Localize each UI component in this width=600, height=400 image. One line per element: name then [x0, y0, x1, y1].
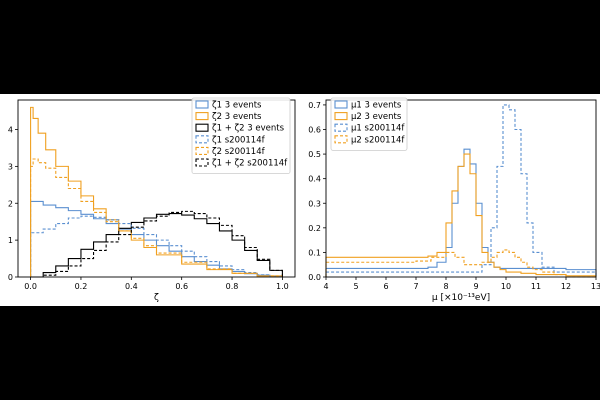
y-tick-label: 3: [8, 162, 13, 171]
x-tick-label: 12: [561, 282, 571, 291]
x-tick-label: 0.0: [24, 282, 37, 291]
x-tick-label: 0.2: [75, 282, 88, 291]
legend-box: [330, 97, 408, 151]
y-tick-label: 0.6: [308, 126, 321, 135]
legend-swatch-2: [195, 123, 209, 132]
series-line-1: [325, 153, 597, 277]
x-tick-label: 5: [353, 282, 358, 291]
series-line-5: [30, 210, 283, 278]
y-tick-label: 0.5: [308, 150, 321, 159]
series-line-3: [325, 249, 596, 278]
legend-swatch-5: [195, 158, 209, 167]
x-tick-label: 0.8: [226, 282, 239, 291]
y-tick-label: 0: [8, 273, 13, 282]
y-tick-label: 0.1: [308, 248, 321, 257]
y-tick-label: 4: [8, 126, 13, 135]
legend-swatch-3: [334, 135, 348, 144]
y-tick-label: 1: [8, 236, 13, 245]
x-tick-label: 13: [591, 282, 600, 291]
x-axis-label: μ [×10⁻¹³eV]: [432, 293, 490, 303]
y-tick-label: 0.2: [308, 224, 321, 233]
plot-frame: [325, 99, 597, 278]
legend-label-5: ζ1 + ζ2 s200114f: [212, 159, 288, 169]
x-tick-label: 7: [413, 282, 418, 291]
legend-swatch-1: [195, 112, 209, 121]
y-tick-label: 0.7: [308, 101, 321, 110]
legend-box: [191, 97, 291, 174]
figure-panel: 0.0 0.2 0.4 0.6 0.8 1.0 0 1 2 3 4 ζ ζ1 3 events ζ2 3 …: [0, 94, 600, 306]
legend-swatch-2: [334, 123, 348, 132]
x-tick-label: 10: [501, 282, 511, 291]
chart-mu-distribution: 4 5 6 7 8 9 10 11 12 13 0.0 0.1 0.2 0.3 0.4 0.5 0.6 0.7 μ …: [308, 97, 600, 303]
x-tick-label: 9: [473, 282, 478, 291]
legend-swatch-3: [195, 135, 209, 144]
x-tick-label: 4: [323, 282, 328, 291]
x-axis-label: ζ: [154, 293, 159, 303]
x-tick-label: 0.4: [125, 282, 138, 291]
legend-label-2: ζ1 + ζ2 3 events: [212, 124, 285, 134]
legend-swatch-0: [195, 100, 209, 109]
legend-label-3: ζ1 s200114f: [212, 135, 266, 145]
y-tick-label: 0.3: [308, 199, 321, 208]
legend-label-1: ζ2 3 events: [212, 112, 262, 122]
legend-swatch-1: [334, 112, 348, 121]
y-tick-label: 0.4: [308, 175, 321, 184]
x-tick-label: 0.6: [175, 282, 188, 291]
legend-label-0: ζ1 3 events: [212, 101, 262, 111]
y-tick-label: 2: [8, 199, 13, 208]
legend-label-0: μ1 3 events: [351, 101, 402, 111]
series-line-3: [30, 215, 283, 277]
legend-label-1: μ2 3 events: [351, 112, 402, 122]
x-tick-label: 6: [383, 282, 388, 291]
legend-label-2: μ1 s200114f: [351, 124, 405, 134]
legend-swatch-4: [195, 146, 209, 155]
plot-frame: [17, 99, 296, 278]
x-tick-label: 11: [531, 282, 541, 291]
series-line-4: [30, 158, 283, 277]
legend-swatch-0: [334, 100, 348, 109]
y-tick-label: 0.0: [308, 273, 321, 282]
legend-label-4: ζ2 s200114f: [212, 147, 266, 157]
x-tick-label: 1.0: [276, 282, 289, 291]
legend-label-3: μ2 s200114f: [351, 135, 405, 145]
series-line-2: [325, 104, 597, 277]
x-tick-label: 8: [443, 282, 448, 291]
